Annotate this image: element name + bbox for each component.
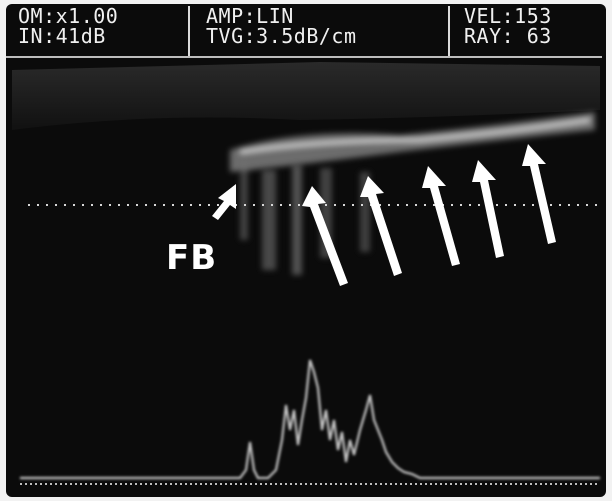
tvg-readout: TVG:3.5dB/cm [206,24,357,48]
fb-label: FB [166,238,218,278]
shadow-streaks [240,160,370,275]
magnification-readout: OM:x1.00 [18,4,119,28]
velocity-panel: VEL:153 RAY: 63 [464,6,604,58]
membrane-echo [230,112,595,172]
header-rule [6,56,602,58]
header-divider-1 [188,6,190,58]
amplifier-panel: AMP:LIN TVG:3.5dB/cm [206,6,446,58]
a-scan-trace [20,359,600,485]
fb-arrow [212,184,236,220]
velocity-readout: VEL:153 [464,4,552,28]
ray-readout: RAY: 63 [464,24,552,48]
arrow-4 [472,160,504,258]
header-divider-2 [448,6,450,58]
membrane-arrows [302,144,556,286]
amplifier-readout: AMP:LIN [206,4,294,28]
arrow-1 [302,186,348,286]
arrow-5 [522,144,556,244]
status-header: OM:x1.00 IN:41dB AMP:LIN TVG:3.5dB/cm VE… [10,6,610,62]
gain-panel: OM:x1.00 IN:41dB [18,6,188,58]
arrow-3 [422,166,460,266]
gain-readout: IN:41dB [18,24,106,48]
upper-tissue-region [12,62,600,130]
arrow-2 [360,176,402,276]
